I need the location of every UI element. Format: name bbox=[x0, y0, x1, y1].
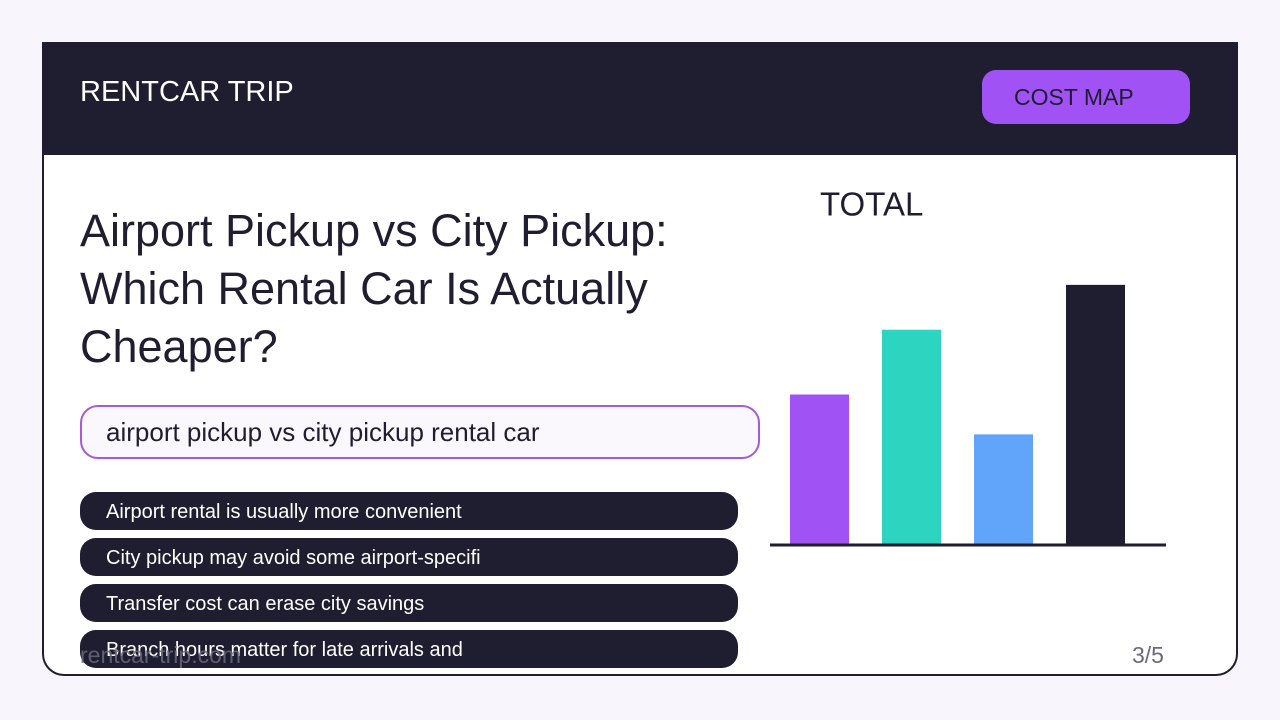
bar bbox=[974, 434, 1033, 544]
slide-title: Airport Pickup vs City Pickup: Which Ren… bbox=[80, 205, 668, 372]
bar bbox=[790, 394, 849, 544]
bullet: Airport rental is usually more convenien… bbox=[80, 492, 738, 530]
cost-map-button[interactable]: COST MAP bbox=[982, 70, 1190, 124]
brand: RENTCAR TRIP bbox=[80, 76, 294, 108]
bullet: Branch hours matter for late arrivals an… bbox=[80, 630, 738, 668]
bullet: Transfer cost can erase city savings bbox=[80, 584, 738, 622]
bar bbox=[1066, 284, 1125, 544]
slide-card: RENTCAR TRIP COST MAP Airport Pickup vs … bbox=[42, 42, 1238, 676]
search-query: airport pickup vs city pickup rental car bbox=[80, 405, 760, 459]
page-number: 3/5 bbox=[1132, 642, 1164, 668]
footer-url: rentcar-trip.com bbox=[80, 642, 242, 668]
bullet: City pickup may avoid some airport-speci… bbox=[80, 538, 738, 576]
bar bbox=[882, 329, 941, 544]
chart-title: TOTAL bbox=[820, 186, 923, 223]
header: RENTCAR TRIP COST MAP bbox=[44, 42, 1236, 155]
